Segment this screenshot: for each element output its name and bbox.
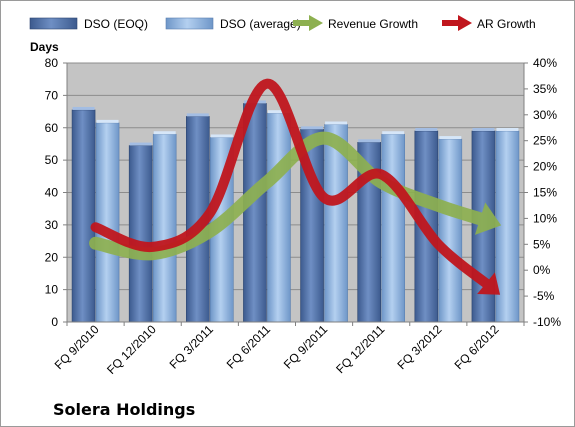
y2-tick-label: 40% — [533, 56, 557, 70]
ar-growth-line — [90, 78, 501, 295]
bar-dso-average-top — [210, 134, 233, 138]
y-tick-label: 70 — [45, 88, 59, 102]
bar-dso-eoq-top — [72, 106, 95, 110]
y-tick-label: 60 — [45, 121, 59, 135]
x-tick-label: FQ 3/2012 — [394, 322, 444, 372]
x-axis-ticks: FQ 9/2010 FQ 12/2010 FQ 3/2011 FQ 6/2011 FQ … — [52, 322, 525, 377]
bar-dso-eoq — [128, 145, 153, 323]
legend-label-dso-average: DSO (average) — [220, 17, 301, 31]
bar-dso-average-top — [267, 110, 290, 114]
bar-dso-eoq-top — [415, 127, 438, 131]
x-tick-label: FQ 9/2011 — [281, 322, 331, 372]
y2-tick-label: 0% — [533, 263, 551, 277]
y2-tick-label: 15% — [533, 186, 557, 200]
bar-dso-eoq — [71, 109, 96, 323]
y2-tick-label: 35% — [533, 82, 557, 96]
x-tick-label: FQ 12/2011 — [333, 322, 387, 376]
y2-tick-label: 25% — [533, 134, 557, 148]
revenue-growth-line — [89, 131, 502, 261]
y-axis-left-ticks: 0 10 20 30 40 50 60 70 80 — [45, 56, 67, 329]
legend-label-revenue-growth: Revenue Growth — [328, 17, 418, 31]
legend-arrow-revenue-growth — [293, 15, 323, 31]
x-tick-label: FQ 3/2011 — [167, 322, 217, 372]
ar-growth-line-arrowhead — [477, 272, 501, 295]
y2-tick-label: 20% — [533, 160, 557, 174]
y-tick-label: 80 — [45, 56, 59, 70]
bar-dso-eoq — [243, 103, 267, 323]
revenue-growth-line-arrowhead — [474, 202, 502, 235]
y-tick-label: 30 — [45, 218, 59, 232]
bar-dso-eoq-top — [301, 126, 324, 130]
y-tick-label: 50 — [45, 153, 59, 167]
bar-dso-average — [152, 133, 177, 323]
y2-tick-label: -10% — [533, 315, 561, 329]
bar-dso-average — [95, 122, 120, 323]
y2-tick-label: 30% — [533, 108, 557, 122]
y2-tick-label: 10% — [533, 211, 557, 225]
legend-label-dso-eoq: DSO (EOQ) — [84, 17, 148, 31]
bar-dso-average-top — [496, 127, 519, 131]
bar-dso-eoq-top — [186, 113, 209, 117]
ar-growth-line-path — [90, 78, 492, 290]
y-tick-label: 0 — [51, 315, 58, 329]
legend: DSO (EOQ) DSO (average) Revenue Growth A… — [29, 15, 536, 31]
x-tick-label: FQ 9/2010 — [52, 322, 102, 372]
bar-dso-eoq-top — [472, 127, 495, 131]
y2-tick-label: -5% — [533, 289, 555, 303]
x-tick-label: FQ 6/2012 — [452, 322, 502, 372]
y-axis-title: Days — [30, 40, 59, 54]
company-name: Solera Holdings — [53, 400, 195, 419]
revenue-growth-line-path — [89, 131, 490, 261]
y-tick-label: 10 — [45, 283, 59, 297]
bar-dso-eoq-top — [129, 142, 152, 146]
growth-lines — [89, 78, 502, 295]
bar-dso-average-top — [325, 121, 348, 125]
bar-dso-average-top — [382, 131, 405, 135]
y2-tick-label: 5% — [533, 237, 551, 251]
bar-dso-eoq-top — [358, 139, 381, 143]
y-tick-label: 40 — [45, 186, 59, 200]
legend-label-ar-growth: AR Growth — [477, 17, 536, 31]
y-tick-label: 20 — [45, 250, 59, 264]
bar-dso-average — [438, 138, 463, 323]
bar-dso-average — [381, 133, 405, 323]
y-axis-right-ticks: -10% -5% 0% 5% 10% 15% 20% 25% 30% 35% 40% — [524, 56, 561, 329]
bar-dso-average — [267, 112, 291, 323]
bar-dso-average-top — [439, 136, 462, 140]
x-tick-label: FQ 12/2010 — [104, 322, 159, 377]
legend-arrow-ar-growth — [442, 15, 472, 31]
bar-dso-average-top — [153, 131, 176, 135]
legend-swatch-dso-eoq — [29, 17, 78, 30]
x-tick-label: FQ 6/2011 — [224, 322, 274, 372]
legend-swatch-dso-average — [165, 17, 214, 30]
bar-dso-average-top — [96, 119, 119, 123]
